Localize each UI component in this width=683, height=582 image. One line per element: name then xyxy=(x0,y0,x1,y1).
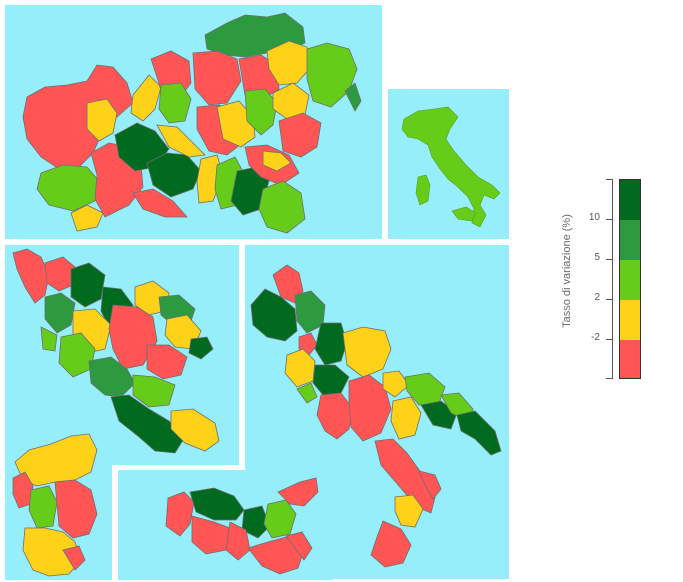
region-shape xyxy=(40,326,58,352)
region-shape xyxy=(44,256,76,292)
map-area xyxy=(5,5,509,580)
legend-swatch-decline xyxy=(620,340,640,378)
region-shape xyxy=(342,326,392,378)
region-shape xyxy=(88,356,136,398)
region-shape xyxy=(244,88,278,136)
legend-tick-label: 2 xyxy=(594,292,600,303)
region-shape xyxy=(285,531,313,561)
region-shape xyxy=(418,470,442,500)
legend-tick xyxy=(606,378,613,379)
legend-tick xyxy=(606,219,613,220)
region-shape xyxy=(70,262,106,308)
region-shape xyxy=(296,382,318,404)
region-shape xyxy=(191,515,231,555)
northern-italy-map xyxy=(22,12,362,234)
legend-tick xyxy=(606,339,613,340)
region-shape xyxy=(277,477,319,507)
panel-italy-overview xyxy=(388,89,509,239)
region-shape xyxy=(266,40,312,86)
region-shape xyxy=(132,374,176,408)
region-shape xyxy=(374,438,436,514)
region-shape xyxy=(132,188,188,218)
region-shape xyxy=(12,248,50,304)
region-shape xyxy=(225,521,251,561)
sardinia-shape xyxy=(415,174,431,206)
sardinia-map xyxy=(12,433,98,577)
region-shape xyxy=(284,348,316,388)
region-shape xyxy=(130,74,162,122)
italy-overview-map xyxy=(401,106,501,228)
region-shape xyxy=(54,479,98,539)
legend-axis xyxy=(612,179,613,379)
italy-mainland-shape xyxy=(401,106,501,228)
region-shape xyxy=(314,322,348,366)
region-shape xyxy=(312,364,350,396)
region-shape xyxy=(370,520,412,568)
legend-swatch-high xyxy=(620,220,640,260)
legend-swatch-very-high xyxy=(620,180,640,220)
region-shape xyxy=(216,100,256,148)
region-shape xyxy=(62,545,86,571)
legend-tick-label: 5 xyxy=(594,252,600,263)
region-shape xyxy=(344,82,362,112)
region-shape xyxy=(192,50,242,106)
legend: Tasso di variazione (%) 10 5 2 -2 xyxy=(540,170,670,390)
legend-tick xyxy=(606,259,613,260)
region-shape xyxy=(170,408,220,452)
region-shape xyxy=(278,112,322,158)
central-italy-map xyxy=(12,248,220,454)
region-shape xyxy=(14,433,98,487)
region-shape xyxy=(263,499,297,539)
legend-swatch-medium xyxy=(620,260,640,300)
region-shape xyxy=(189,487,245,521)
region-shape xyxy=(146,344,188,380)
region-shape xyxy=(158,82,192,124)
panel-northern-italy xyxy=(5,5,382,239)
region-shape xyxy=(394,494,424,528)
panel-central-italy xyxy=(5,245,239,465)
region-shape xyxy=(241,505,271,539)
region-shape xyxy=(390,396,422,440)
region-shape xyxy=(316,392,354,440)
region-shape xyxy=(44,292,76,334)
legend-tick xyxy=(606,299,613,300)
sicily-shape xyxy=(451,206,477,222)
region-shape xyxy=(382,370,410,398)
southern-italy-map xyxy=(250,264,502,568)
region-shape xyxy=(250,288,298,342)
region-shape xyxy=(262,150,292,172)
legend-tick xyxy=(606,179,613,180)
region-shape xyxy=(110,394,186,454)
region-shape xyxy=(36,164,100,212)
region-shape xyxy=(86,98,118,142)
region-shape xyxy=(22,64,134,170)
legend-tick-label: 10 xyxy=(588,212,600,223)
region-shape xyxy=(348,374,392,442)
region-shape xyxy=(188,336,214,360)
region-shape xyxy=(456,410,502,456)
legend-title: Tasso di variazione (%) xyxy=(561,214,573,328)
sicily-map xyxy=(165,477,319,575)
region-shape xyxy=(156,124,206,158)
legend-color-scale xyxy=(619,179,641,379)
region-shape xyxy=(108,304,158,370)
legend-tick-label: -2 xyxy=(591,332,600,343)
legend-swatch-stable xyxy=(620,300,640,340)
region-shape xyxy=(70,204,104,232)
region-shape xyxy=(28,485,58,529)
region-shape xyxy=(247,535,305,575)
panel-sardinia xyxy=(5,410,112,580)
panel-sicily xyxy=(118,470,333,580)
region-shape xyxy=(258,180,306,234)
region-shape xyxy=(165,491,195,537)
